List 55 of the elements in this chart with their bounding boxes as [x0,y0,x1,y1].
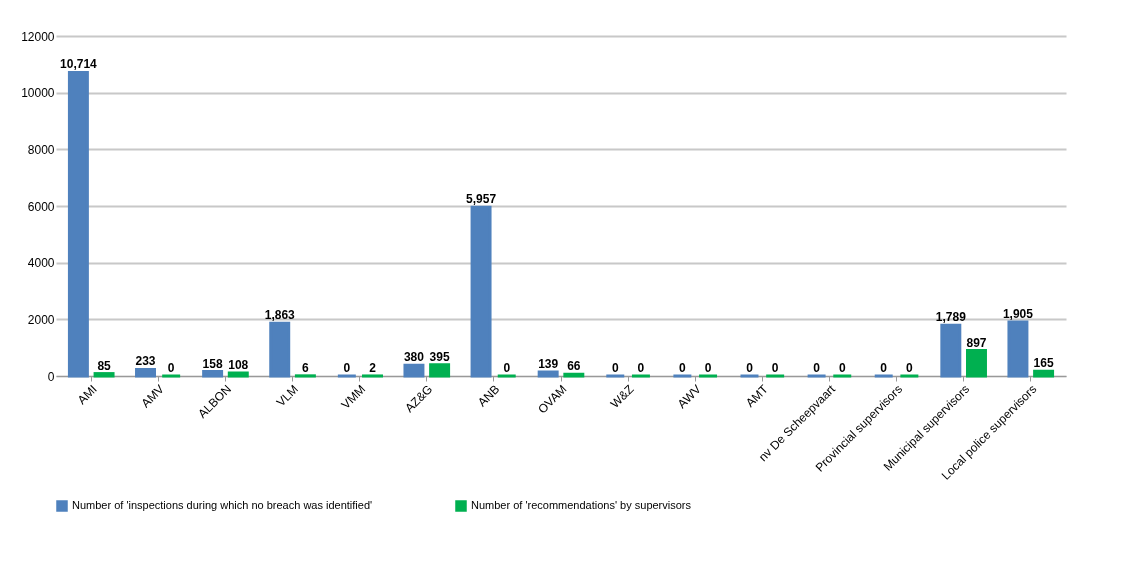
y-tick-label: 2000 [27,312,55,327]
bar [1033,369,1055,378]
data-label: 139 [538,357,559,372]
data-label: 0 [167,361,175,375]
data-label: 10,714 [60,57,98,72]
bar [269,321,291,378]
y-tick-label: 12000 [21,29,55,44]
data-label: 0 [746,361,754,375]
bar [470,205,492,378]
y-tick-label: 0 [47,369,55,384]
data-label: 6 [302,360,310,375]
x-tick-label: VLM [273,382,302,410]
legend-label: Number of 'inspections during which no breach was identified' [72,499,373,511]
data-label: 85 [97,358,112,373]
data-label: 0 [880,361,888,375]
data-label: 380 [403,350,425,365]
y-tick-label: 4000 [27,256,55,271]
y-tick-label: 10000 [21,86,55,101]
data-label: 0 [679,361,687,375]
bar [940,323,962,378]
data-label: 0 [704,361,712,375]
bar [227,371,249,378]
data-label: 0 [771,361,779,375]
bar [135,367,156,378]
bar [403,363,425,378]
x-tick-label: AMI [74,382,100,408]
data-label: 233 [135,354,156,369]
data-label: 1,905 [1002,307,1034,322]
data-label: 5,957 [466,192,497,207]
data-label: 0 [611,361,619,375]
data-label: 165 [1033,356,1054,371]
y-tick-label: 6000 [27,199,55,214]
data-label: 1,789 [935,310,967,325]
data-label: 1,863 [264,308,296,323]
data-label: 0 [813,361,821,375]
bar [429,363,451,378]
data-label: 0 [343,361,351,375]
data-label: 0 [906,361,914,375]
data-label: 2 [369,360,377,375]
legend-label: Number of 'recommendations' by supervisors [471,499,692,511]
bar [93,372,115,378]
y-tick-label: 8000 [27,142,55,157]
data-label: 108 [228,357,249,372]
bar [1007,320,1029,378]
data-label: 897 [966,335,987,350]
bar [537,370,559,378]
bar [202,370,224,378]
data-label: 395 [429,349,450,364]
data-label: 0 [637,361,645,375]
bar [966,349,987,378]
data-label: 0 [838,361,846,375]
bar [67,70,89,378]
data-label: 66 [567,359,581,374]
data-label: 158 [202,356,223,371]
data-label: 0 [503,361,511,375]
